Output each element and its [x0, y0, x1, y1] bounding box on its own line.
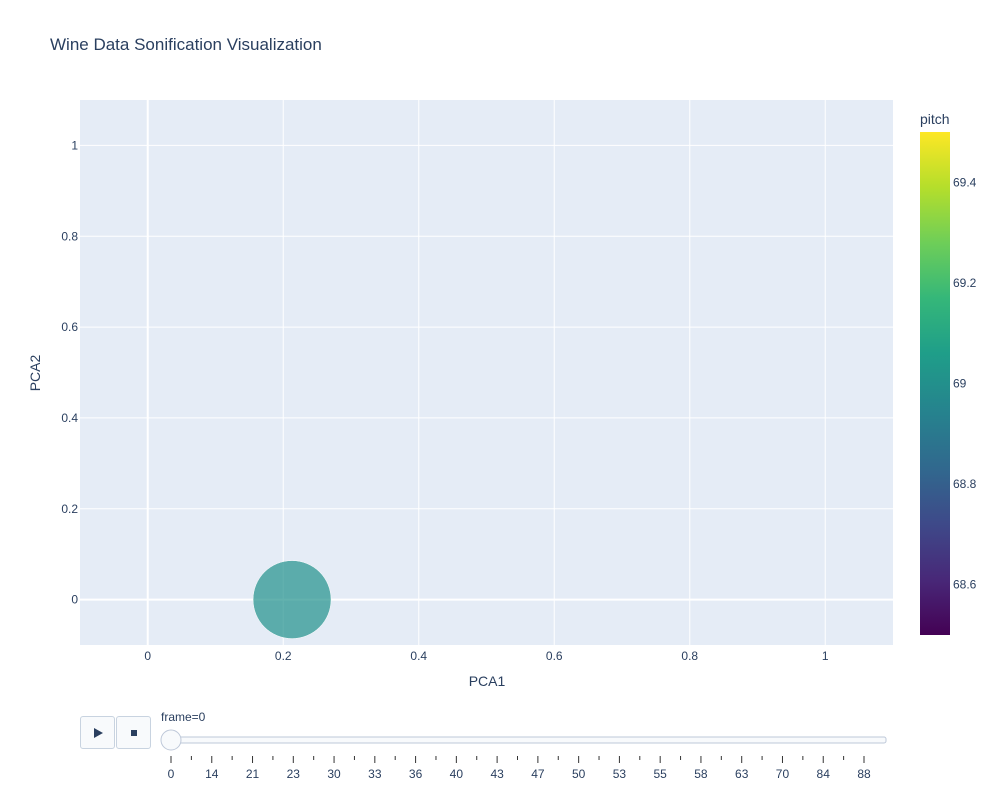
slider-tick-label: 36	[409, 767, 423, 781]
colorbar-tick-label: 68.8	[953, 477, 977, 491]
slider-tick-label: 55	[653, 767, 667, 781]
y-tick-label: 0.4	[61, 411, 78, 425]
grid-lines	[80, 100, 893, 645]
y-tick-label: 0.2	[61, 502, 78, 516]
x-tick-label: 0.8	[681, 649, 698, 663]
slider-ticks: 0 14 21 23 30 33 36 40 43 47 50 53 55 58 63 70 84 88	[168, 756, 871, 781]
plot-area	[80, 100, 893, 645]
slider-tick-label: 0	[168, 767, 175, 781]
y-axis-ticks: 0 0.2 0.4 0.6 0.8 1	[61, 138, 78, 606]
slider-tick-label: 50	[572, 767, 586, 781]
x-axis-label: PCA1	[469, 673, 506, 689]
slider-tick-label: 47	[531, 767, 545, 781]
x-tick-label: 0.6	[546, 649, 563, 663]
slider-tick-label: 84	[817, 767, 831, 781]
colorbar	[920, 132, 950, 635]
slider-rail[interactable]	[170, 736, 887, 744]
y-tick-label: 0.6	[61, 320, 78, 334]
colorbar-tick-label: 69.4	[953, 175, 977, 189]
slider-tick-label: 33	[368, 767, 382, 781]
slider-tick-label: 14	[205, 767, 219, 781]
x-tick-label: 0.2	[275, 649, 292, 663]
slider-tick-label: 21	[246, 767, 260, 781]
y-tick-label: 0.8	[61, 229, 78, 243]
play-icon	[93, 727, 103, 738]
colorbar-tick-label: 69.2	[953, 276, 977, 290]
chart-title: Wine Data Sonification Visualization	[50, 35, 322, 54]
colorbar-title: pitch	[920, 111, 950, 127]
slider-tick-label: 53	[613, 767, 627, 781]
data-points	[252, 560, 332, 639]
x-tick-label: 1	[822, 649, 829, 663]
colorbar-tick-label: 69	[953, 377, 967, 391]
y-axis-label: PCA2	[27, 355, 43, 392]
slider-handle[interactable]	[160, 729, 182, 751]
slider-tick-label: 63	[735, 767, 749, 781]
slider-tick-label: 40	[450, 767, 464, 781]
y-tick-label: 0	[71, 593, 78, 607]
slider-tick-label: 58	[694, 767, 708, 781]
colorbar-tick-label: 68.6	[953, 578, 977, 592]
stop-icon	[130, 729, 137, 736]
slider-tick-label: 23	[287, 767, 301, 781]
play-button[interactable]	[80, 716, 115, 749]
data-point	[252, 560, 332, 639]
slider-tick-label: 30	[327, 767, 341, 781]
x-tick-label: 0.4	[410, 649, 427, 663]
slider-current-label: frame=0	[161, 710, 206, 724]
y-tick-label: 1	[71, 138, 78, 152]
x-tick-label: 0	[144, 649, 151, 663]
slider-tick-label: 70	[776, 767, 790, 781]
slider-tick-label: 88	[857, 767, 871, 781]
colorbar-ticks: 68.6 68.8 69 69.2 69.4	[953, 175, 977, 591]
stop-button[interactable]	[116, 716, 151, 749]
x-axis-ticks: 0 0.2 0.4 0.6 0.8 1	[144, 649, 829, 663]
slider-tick-label: 43	[490, 767, 504, 781]
